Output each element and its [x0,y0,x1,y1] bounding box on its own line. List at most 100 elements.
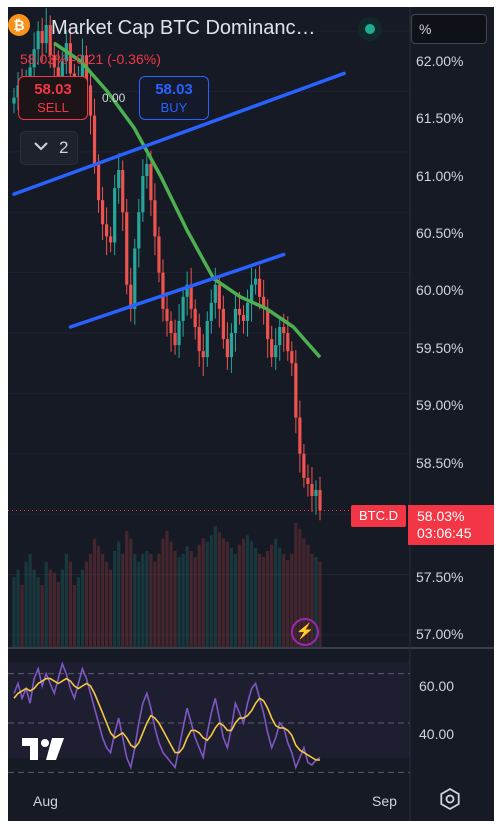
candle-body-0 [12,97,16,104]
candle-body-70 [294,363,298,418]
volume-bar-40 [173,550,177,647]
volume-bar-51 [217,532,221,647]
scale-mode-button[interactable]: % [411,14,487,44]
settings-icon[interactable] [438,787,462,811]
volume-bar-43 [185,546,189,647]
volume-bar-76 [318,561,322,647]
candle-body-67 [282,326,286,334]
volume-bar-36 [157,554,161,647]
symbol-title[interactable]: Market Cap BTC Dominanc… [51,17,316,39]
candle-body-46 [197,326,201,352]
indicator-count: 2 [59,138,69,157]
lightning-icon[interactable]: ⚡ [291,618,319,646]
volume-bar-14 [68,561,72,647]
last-price-tag: 58.03% 03:06:45 [408,505,494,545]
candle-body-26 [117,169,121,189]
volume-bar-35 [153,561,157,647]
candle-body-36 [157,236,161,273]
candle-body-71 [298,417,302,454]
rsi-tick-60: 60.00 [419,678,455,694]
volume-bar-73 [306,544,310,647]
candle-body-34 [149,163,153,201]
price-tick-59-50: 59.50% [416,340,464,356]
volume-bar-37 [161,538,165,647]
volume-bar-7 [40,585,44,647]
rsi-band [8,662,410,758]
candle-body-59 [249,284,254,303]
candle-body-40 [173,333,177,346]
candles [12,8,322,521]
candle-body-43 [185,284,189,297]
symbol-price-tag: BTC.D [351,505,406,527]
volume-bar-17 [80,569,85,647]
candle-body-33 [145,163,149,177]
candle-body-66 [278,326,282,346]
market-status-icon[interactable] [358,17,382,41]
volume-bar-27 [121,554,125,647]
candle-body-17 [80,55,85,80]
volume-bar-30 [133,554,137,647]
candle-body-5 [32,49,36,68]
sell-button[interactable]: 58.03 SELL [18,76,88,120]
price-tick-57-50: 57.50% [416,569,464,585]
buy-price: 58.03 [155,81,193,98]
candle-body-61 [258,278,262,297]
candle-body-74 [310,483,314,497]
volume-bar-23 [105,561,109,647]
candle-body-23 [105,224,109,237]
candle-body-20 [92,115,97,164]
volume-bar-19 [88,554,93,647]
candle-body-14 [68,43,72,74]
moving-average-line [53,41,322,359]
volume-bar-45 [193,557,197,647]
candle-body-72 [302,453,306,478]
volume-bar-25 [113,550,117,647]
buy-button[interactable]: 58.03 BUY [139,76,209,120]
price-tick-61-00: 61.00% [416,168,464,184]
volume-bar-47 [201,538,205,647]
candle-body-9 [48,25,52,56]
volume-bar-64 [270,544,274,647]
volume-bar-12 [60,569,64,647]
volume-bar-32 [141,554,145,647]
tradingview-logo-icon [22,738,66,767]
volume-bar-11 [56,581,60,647]
price-tick-57-00: 57.00% [416,626,464,642]
candle-body-69 [290,351,294,364]
volume-bar-3 [24,561,28,647]
candle-body-50 [213,284,217,303]
volume-bar-75 [314,557,318,647]
candle-body-10 [52,55,56,68]
volume-bar-53 [225,541,229,647]
volume-bar-5 [32,569,36,647]
volume-bar-63 [266,550,270,647]
candle-body-39 [169,320,173,334]
volume-bar-0 [12,577,16,647]
volume-bar-60 [253,547,258,647]
volume-bar-61 [258,554,262,647]
volume-bar-49 [209,535,213,647]
candle-body-25 [113,188,117,243]
candle-body-28 [125,212,129,285]
volume-bar-24 [109,569,113,647]
volume-bar-31 [137,561,141,647]
volume-bar-50 [213,526,217,647]
volume-bar-4 [28,554,32,647]
bitcoin-icon: ₿ [8,14,30,36]
volume-bar-67 [282,554,286,647]
volume-bar-39 [169,541,173,647]
candle-body-22 [100,200,105,225]
volume-bar-62 [262,557,266,647]
candle-body-68 [286,333,290,352]
candle-body-35 [153,200,157,237]
chart-canvas[interactable] [8,7,494,821]
volume-bar-33 [145,550,149,647]
volume-bar-2 [20,585,24,647]
indicators-collapse-button[interactable]: 2 [20,131,78,165]
candle-body-6 [36,31,40,50]
rsi-tick-40: 40.00 [419,726,455,742]
rsi-line [13,661,321,771]
last-price-value: 58.03% [417,508,465,524]
candle-body-73 [306,477,310,484]
volume-bar-72 [302,538,306,647]
